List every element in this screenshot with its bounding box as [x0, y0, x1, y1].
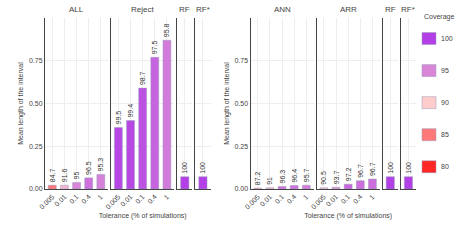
svg-text:95.7: 95.7 — [303, 169, 310, 183]
svg-text:0.50: 0.50 — [234, 100, 248, 107]
svg-text:0.00: 0.00 — [234, 185, 248, 192]
svg-text:99.5: 99.5 — [115, 111, 122, 125]
svg-text:96.5: 96.5 — [85, 161, 92, 175]
svg-text:98.7: 98.7 — [139, 71, 146, 85]
svg-text:ANN: ANN — [274, 5, 291, 14]
svg-text:100: 100 — [441, 35, 453, 42]
svg-text:0.4: 0.4 — [286, 193, 298, 205]
svg-text:ALL: ALL — [69, 5, 84, 14]
svg-text:0.25: 0.25 — [29, 143, 43, 150]
svg-text:99.4: 99.4 — [127, 104, 134, 118]
svg-text:90.5: 90.5 — [320, 171, 327, 185]
svg-text:Coverage: Coverage — [424, 13, 454, 21]
svg-text:0.005: 0.005 — [104, 193, 121, 210]
svg-text:0.005: 0.005 — [244, 193, 261, 210]
svg-text:1: 1 — [162, 193, 170, 201]
svg-text:Mean length of the interval: Mean length of the interval — [17, 62, 25, 145]
svg-text:RF*: RF* — [196, 5, 210, 14]
svg-text:1: 1 — [368, 193, 376, 201]
svg-text:RF: RF — [179, 5, 190, 14]
svg-text:100: 100 — [387, 162, 394, 174]
svg-text:95: 95 — [73, 172, 80, 180]
svg-text:1: 1 — [96, 193, 104, 201]
svg-text:Tolerance (% of simulations): Tolerance (% of simulations) — [99, 212, 187, 220]
svg-text:85: 85 — [441, 131, 449, 138]
svg-text:0.1: 0.1 — [68, 193, 80, 205]
svg-text:87.2: 87.2 — [254, 171, 261, 185]
svg-text:Reject: Reject — [131, 5, 154, 14]
svg-text:0.1: 0.1 — [273, 193, 285, 205]
svg-text:96.4: 96.4 — [291, 169, 298, 183]
svg-text:0.4: 0.4 — [80, 193, 92, 205]
svg-text:0.50: 0.50 — [29, 100, 43, 107]
svg-text:96.7: 96.7 — [369, 162, 376, 176]
svg-text:100: 100 — [181, 162, 188, 174]
svg-text:97.5: 97.5 — [151, 41, 158, 55]
svg-text:0.01: 0.01 — [119, 193, 134, 208]
svg-text:90: 90 — [441, 99, 449, 106]
svg-text:0.75: 0.75 — [234, 57, 248, 64]
svg-text:Mean length of the interval: Mean length of the interval — [223, 62, 231, 145]
svg-text:95.3: 95.3 — [97, 158, 104, 172]
svg-text:0.01: 0.01 — [53, 193, 68, 208]
svg-text:95: 95 — [441, 67, 449, 74]
svg-text:0.00: 0.00 — [29, 185, 43, 192]
svg-text:0.01: 0.01 — [325, 193, 340, 208]
svg-text:91.6: 91.6 — [61, 169, 68, 183]
svg-text:100: 100 — [405, 162, 412, 174]
svg-text:96.7: 96.7 — [357, 164, 364, 178]
svg-text:0.25: 0.25 — [234, 143, 248, 150]
svg-text:0.1: 0.1 — [134, 193, 146, 205]
svg-text:95.8: 95.8 — [163, 23, 170, 37]
svg-text:97.2: 97.2 — [345, 167, 352, 181]
svg-text:1: 1 — [302, 193, 310, 201]
svg-text:0.4: 0.4 — [146, 193, 158, 205]
svg-text:93.7: 93.7 — [333, 171, 340, 185]
svg-text:80: 80 — [441, 163, 449, 170]
svg-text:96.3: 96.3 — [279, 170, 286, 184]
svg-text:0.005: 0.005 — [310, 193, 327, 210]
svg-text:91: 91 — [266, 177, 273, 185]
svg-text:ARR: ARR — [340, 5, 357, 14]
svg-text:RF: RF — [385, 5, 396, 14]
svg-text:0.4: 0.4 — [352, 193, 364, 205]
svg-text:0.75: 0.75 — [29, 57, 43, 64]
svg-text:Tolerance (% of simulations): Tolerance (% of simulations) — [304, 212, 392, 220]
svg-text:0.005: 0.005 — [38, 193, 55, 210]
svg-text:0.1: 0.1 — [340, 193, 352, 205]
svg-text:84.7: 84.7 — [49, 169, 56, 183]
svg-text:0.01: 0.01 — [259, 193, 274, 208]
svg-text:100: 100 — [199, 162, 206, 174]
svg-text:RF*: RF* — [401, 5, 415, 14]
